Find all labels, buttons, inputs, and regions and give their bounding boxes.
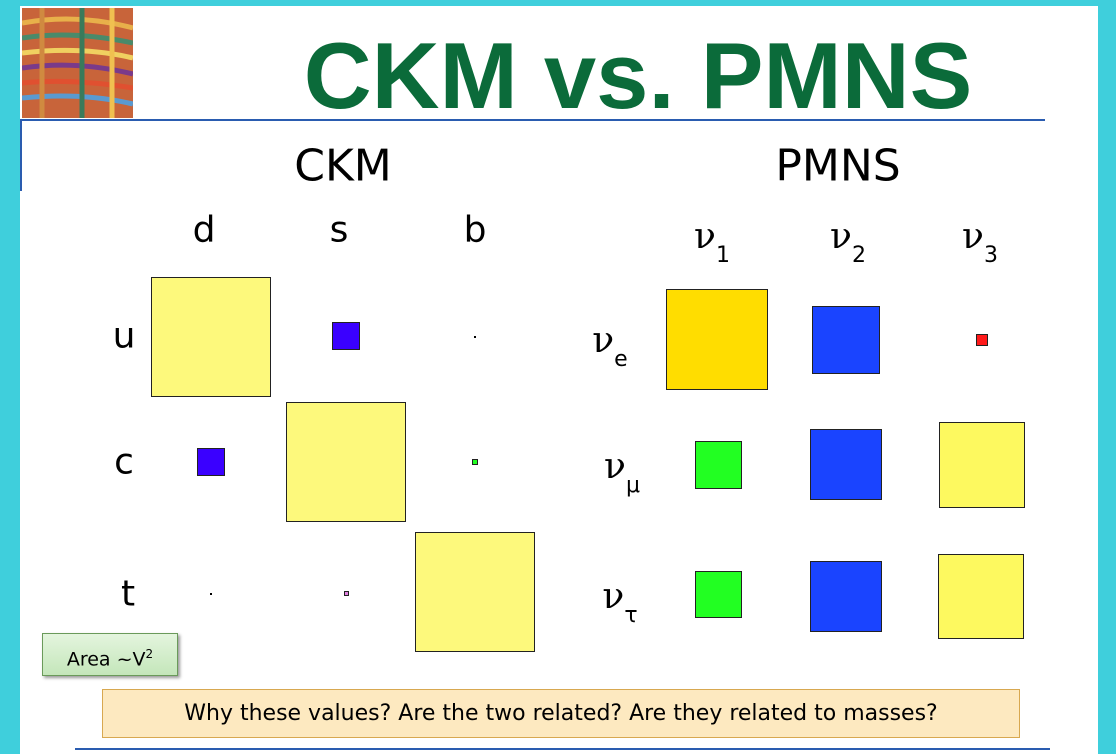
column-label: s [329, 209, 349, 251]
square [472, 459, 478, 465]
subscript: τ [624, 603, 638, 628]
square [286, 402, 406, 522]
square [344, 591, 349, 596]
subscript: 1 [715, 243, 730, 268]
square [210, 593, 212, 595]
square [938, 554, 1024, 639]
row-label: c [114, 441, 134, 483]
square [695, 441, 742, 489]
square [976, 334, 988, 346]
square [810, 429, 882, 500]
row-label: νe [592, 320, 627, 372]
square [810, 561, 882, 632]
ckm-heading: CKM [294, 140, 392, 192]
square [666, 289, 768, 390]
subscript: 2 [851, 243, 866, 268]
symbol: ν [592, 320, 615, 361]
subscript: e [614, 347, 628, 372]
subscript: 3 [983, 243, 998, 268]
symbol: ν [694, 216, 716, 257]
pmns-heading: PMNS [775, 140, 901, 192]
slide: CKM vs. PMNS CKM PMNS d s b u c t ν1 ν2 … [20, 6, 1098, 754]
column-label: ν3 [962, 216, 998, 268]
square [474, 336, 476, 338]
column-label: ν1 [694, 216, 730, 268]
symbol: ν [604, 446, 626, 487]
note-box: Area ~V2 [42, 633, 178, 676]
title-rule [20, 119, 1045, 121]
symbol: ν [602, 576, 625, 617]
subscript: μ [625, 473, 640, 498]
row-label: νμ [604, 446, 640, 498]
square [415, 532, 535, 652]
logo [22, 8, 133, 118]
square [332, 322, 360, 350]
square [151, 277, 271, 397]
column-label: b [463, 209, 487, 251]
note-sup: 2 [145, 647, 154, 661]
row-label: u [112, 315, 136, 357]
column-label: d [192, 209, 216, 251]
square [197, 448, 225, 476]
question-box: Why these values? Are the two related? A… [102, 689, 1020, 738]
note-text: Area ~V [66, 648, 146, 671]
column-label: ν2 [830, 216, 866, 268]
square [695, 571, 742, 618]
row-label: t [120, 573, 136, 615]
symbol: ν [962, 216, 984, 257]
row-label: ντ [602, 576, 637, 628]
square [812, 306, 880, 374]
square [939, 422, 1025, 508]
footer-rule [75, 748, 1050, 750]
symbol: ν [830, 216, 852, 257]
side-rule [20, 119, 22, 191]
title: CKM vs. PMNS [303, 23, 973, 128]
